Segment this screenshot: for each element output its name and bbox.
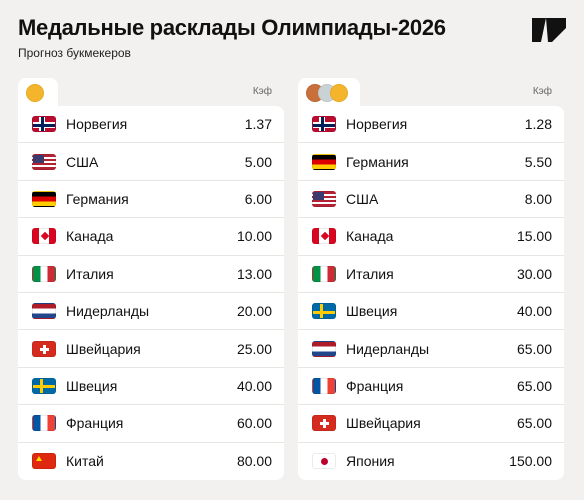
country-name: Италия [346, 265, 394, 282]
odds-value: 150.00 [509, 453, 552, 470]
country-name: Франция [66, 415, 124, 432]
sweden-flag-icon [312, 303, 336, 320]
odds-value: 60.00 [236, 415, 272, 432]
country-name: Германия [346, 153, 409, 170]
kef-header: Кэф [532, 86, 552, 97]
table-row: Швейцария 65.00 [298, 405, 564, 443]
table-row: Норвегия 1.28 [298, 106, 564, 144]
country-name: Швейцария [346, 415, 421, 432]
country-name: Франция [346, 377, 404, 394]
odds-value: 6.00 [244, 190, 272, 207]
country-name: Китай [66, 453, 104, 470]
table-row: Канада 15.00 [298, 218, 564, 256]
canada-flag-icon [312, 228, 336, 245]
table-row: Япония 150.00 [298, 443, 564, 480]
odds-value: 80.00 [236, 453, 272, 470]
gold-medal-icon [26, 84, 44, 102]
table-row: Италия 30.00 [298, 256, 564, 293]
table-row: Швейцария 25.00 [18, 330, 284, 368]
kef-header: Кэф [252, 86, 272, 97]
country-name: Италия [66, 265, 114, 282]
switzerland-flag-icon [312, 415, 336, 432]
table-row: Германия 6.00 [18, 181, 284, 219]
france-flag-icon [312, 377, 336, 394]
odds-value: 5.50 [524, 153, 552, 170]
country-name: Нидерланды [346, 340, 430, 357]
country-name: Швеция [346, 303, 398, 320]
odds-value: 15.00 [516, 228, 552, 245]
odds-value: 10.00 [236, 228, 272, 245]
table-row: Нидерланды 20.00 [18, 293, 284, 331]
country-name: Нидерланды [66, 303, 150, 320]
canada-flag-icon [32, 228, 56, 245]
header: Медальные расклады Олимпиады-2026 Прогно… [18, 14, 566, 62]
france-flag-icon [32, 415, 56, 432]
usa-flag-icon [312, 190, 336, 207]
usa-flag-icon [32, 153, 56, 170]
country-name: Швейцария [66, 340, 141, 357]
gold-medal-icon [330, 84, 348, 102]
odds-value: 40.00 [236, 377, 272, 394]
country-name: Канада [346, 228, 394, 245]
page-title: Медальные расклады Олимпиады-2026 [18, 15, 446, 40]
netherlands-flag-icon [32, 303, 56, 320]
norway-flag-icon [32, 116, 56, 133]
odds-list: Норвегия 1.28 Германия 5.50 США 8.00 Канада 15.… [298, 106, 564, 480]
page-subtitle: Прогноз букмекеров [18, 46, 131, 60]
table-row: Норвегия 1.37 [18, 106, 284, 144]
table-row: США 8.00 [298, 181, 564, 219]
country-name: США [346, 190, 379, 207]
country-name: Норвегия [66, 116, 128, 133]
table-row: Италия 13.00 [18, 256, 284, 293]
odds-value: 40.00 [516, 303, 552, 320]
odds-value: 1.28 [524, 116, 552, 133]
odds-list: Норвегия 1.37 США 5.00 Германия 6.00 Канада 10.… [18, 106, 284, 480]
japan-flag-icon [312, 453, 336, 470]
country-name: Канада [66, 228, 114, 245]
table-row: США 5.00 [18, 143, 284, 181]
table-row: Франция 65.00 [298, 368, 564, 406]
switzerland-flag-icon [32, 340, 56, 357]
norway-flag-icon [312, 116, 336, 133]
table-row: Швеция 40.00 [18, 368, 284, 406]
country-name: США [66, 153, 99, 170]
tab-gold[interactable] [18, 78, 58, 108]
odds-value: 5.00 [244, 153, 272, 170]
odds-value: 65.00 [516, 340, 552, 357]
sweden-flag-icon [32, 377, 56, 394]
odds-value: 25.00 [236, 340, 272, 357]
table-row: Нидерланды 65.00 [298, 330, 564, 368]
odds-value: 1.37 [244, 116, 272, 133]
table-row: Франция 60.00 [18, 405, 284, 443]
tab-total[interactable] [298, 78, 360, 108]
odds-value: 30.00 [516, 265, 552, 282]
country-name: Норвегия [346, 116, 408, 133]
italy-flag-icon [32, 265, 56, 282]
table-row: Китай 80.00 [18, 443, 284, 480]
germany-flag-icon [312, 153, 336, 170]
china-flag-icon [32, 453, 56, 470]
table-row: Германия 5.50 [298, 143, 564, 181]
odds-value: 65.00 [516, 415, 552, 432]
country-name: Япония [346, 453, 395, 470]
country-name: Швеция [66, 377, 118, 394]
brand-logo-icon [532, 18, 566, 42]
table-row: Канада 10.00 [18, 218, 284, 256]
germany-flag-icon [32, 190, 56, 207]
odds-value: 20.00 [236, 303, 272, 320]
country-name: Германия [66, 190, 129, 207]
odds-value: 65.00 [516, 377, 552, 394]
netherlands-flag-icon [312, 340, 336, 357]
table-row: Швеция 40.00 [298, 293, 564, 331]
odds-value: 8.00 [524, 190, 552, 207]
italy-flag-icon [312, 265, 336, 282]
odds-value: 13.00 [236, 265, 272, 282]
